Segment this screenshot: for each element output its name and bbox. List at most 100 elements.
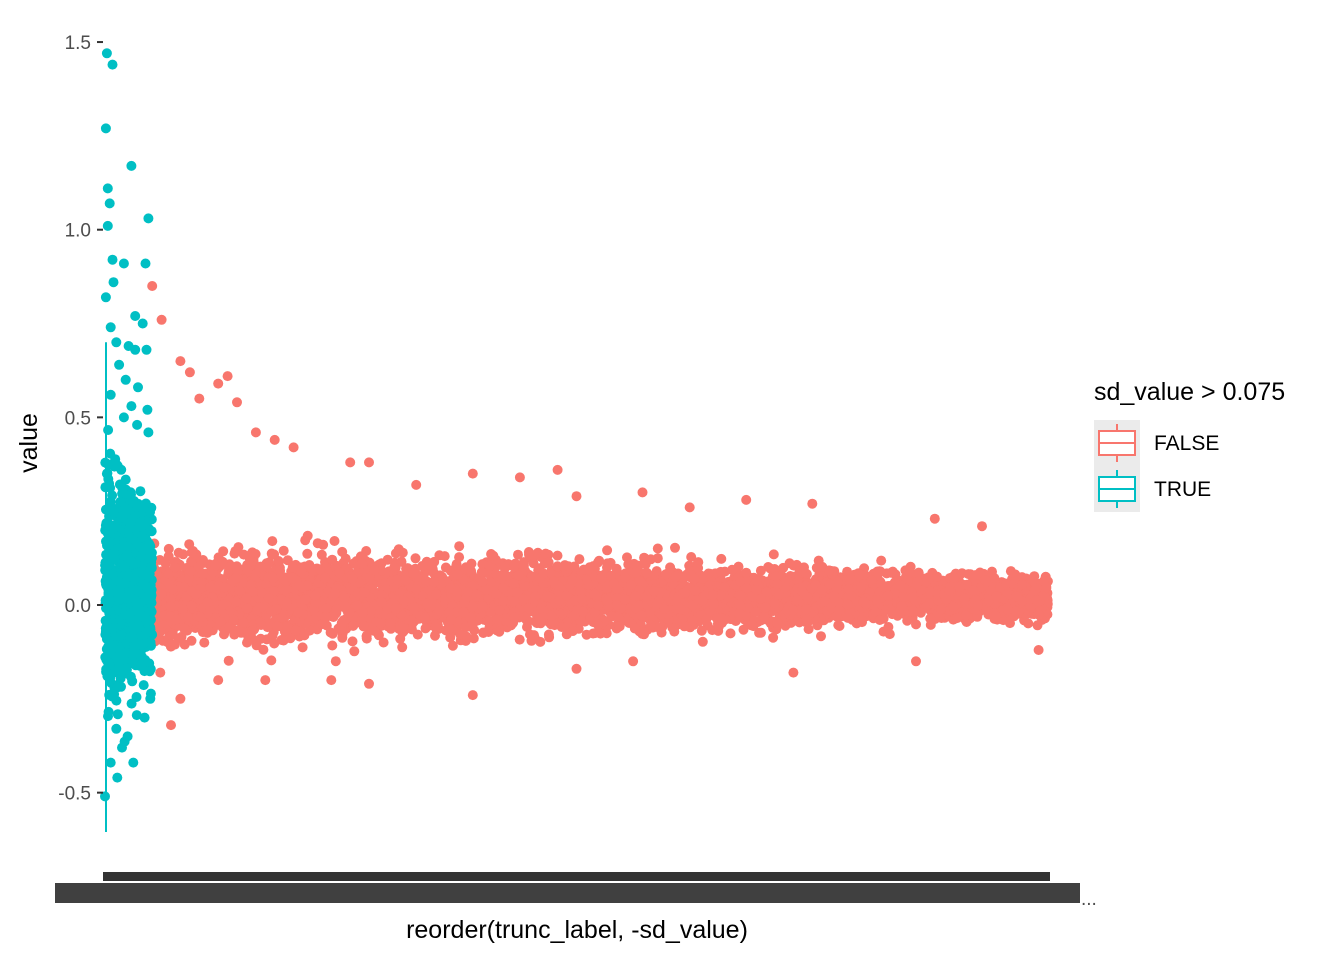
data-point-false — [751, 584, 762, 595]
data-point-false — [645, 620, 656, 631]
data-point-false — [543, 557, 554, 568]
data-point-false — [651, 566, 662, 577]
data-point-false — [242, 603, 253, 614]
data-point-false — [523, 547, 534, 557]
data-point-false — [574, 554, 585, 565]
data-point-false — [234, 585, 245, 596]
data-point-false — [267, 550, 278, 560]
data-point-false — [358, 621, 369, 632]
data-point-false — [238, 549, 249, 560]
data-point-false — [622, 552, 632, 563]
data-point-false — [675, 604, 686, 615]
data-point-false — [715, 566, 726, 577]
data-point-false — [760, 602, 771, 613]
data-point-false — [535, 615, 546, 626]
data-point-false — [337, 617, 348, 627]
data-point-false — [217, 599, 228, 610]
data-point-false — [163, 551, 174, 562]
data-point-false — [596, 573, 607, 584]
data-point-false — [255, 561, 266, 572]
data-point-false — [514, 634, 525, 645]
data-point-false — [378, 637, 389, 648]
data-point-false — [454, 541, 465, 552]
data-point-false — [701, 614, 712, 625]
data-point-false — [400, 575, 411, 586]
data-point-false — [382, 554, 393, 565]
data-point-false — [954, 581, 965, 592]
data-point-false — [856, 582, 866, 593]
data-point-false — [670, 542, 680, 553]
data-point-false — [952, 613, 963, 624]
data-point-false — [656, 627, 667, 638]
data-point-false — [486, 549, 497, 559]
data-point-false — [454, 552, 465, 563]
data-point-false — [905, 567, 916, 578]
data-point-false — [641, 567, 652, 578]
data-point-false — [833, 620, 844, 631]
data-point-false — [357, 558, 367, 569]
data-point-false — [202, 597, 213, 608]
data-point-false — [738, 624, 749, 635]
data-point-false — [302, 548, 313, 559]
data-point-false — [768, 632, 779, 643]
data-point-false — [455, 629, 466, 640]
data-point-false — [419, 612, 430, 623]
data-point-false — [215, 616, 226, 627]
data-point-false — [575, 616, 586, 627]
data-point-false — [669, 623, 680, 634]
data-point-false — [755, 627, 766, 638]
data-point-false — [612, 600, 623, 611]
data-point-false — [330, 656, 341, 667]
data-point-false — [316, 549, 327, 560]
data-point-false — [163, 569, 174, 579]
data-point-false — [896, 601, 907, 611]
data-point-false — [444, 623, 455, 634]
data-point-false — [911, 619, 921, 630]
data-point-false — [601, 628, 612, 639]
data-point-false — [329, 536, 340, 546]
data-point-false — [478, 627, 489, 638]
data-point-false — [179, 623, 190, 634]
data-point-false — [697, 636, 708, 647]
data-point-false — [268, 573, 278, 584]
data-point-false — [1023, 618, 1034, 629]
data-point-false — [561, 590, 572, 601]
data-point-false — [272, 621, 283, 632]
data-point-false — [535, 636, 546, 647]
data-point-false — [320, 572, 330, 583]
data-point-false — [230, 573, 241, 584]
data-point-false — [932, 571, 943, 582]
data-point-false — [199, 637, 210, 648]
data-point-false — [602, 595, 613, 606]
data-point-false — [290, 625, 301, 636]
data-point-false — [593, 600, 604, 611]
data-point-false — [155, 667, 166, 678]
data-point-false — [759, 611, 770, 622]
data-point-false — [434, 550, 445, 561]
data-point-false — [427, 564, 438, 575]
data-point-false — [297, 642, 308, 653]
data-point-false — [169, 639, 180, 650]
data-point-false — [625, 579, 636, 590]
data-point-false — [734, 608, 745, 619]
data-point-false — [755, 565, 766, 576]
data-point-false — [242, 564, 253, 575]
data-point-false — [224, 622, 235, 633]
data-point-false — [716, 553, 727, 564]
data-point-false — [476, 567, 487, 578]
data-point-false — [578, 606, 588, 617]
data-point-false — [186, 635, 197, 646]
data-point-false — [327, 640, 338, 651]
data-point-false — [844, 574, 855, 585]
data-point-false — [300, 594, 311, 605]
data-point-false — [538, 568, 549, 579]
data-point-false — [408, 602, 419, 613]
data-point-false — [602, 545, 613, 556]
data-point-false — [693, 557, 704, 568]
data-point-false — [1010, 569, 1021, 580]
data-point-false — [727, 564, 738, 575]
data-point-false — [477, 601, 488, 611]
data-point-false — [725, 628, 736, 639]
data-point-false — [267, 536, 278, 547]
data-point-false — [593, 619, 604, 630]
